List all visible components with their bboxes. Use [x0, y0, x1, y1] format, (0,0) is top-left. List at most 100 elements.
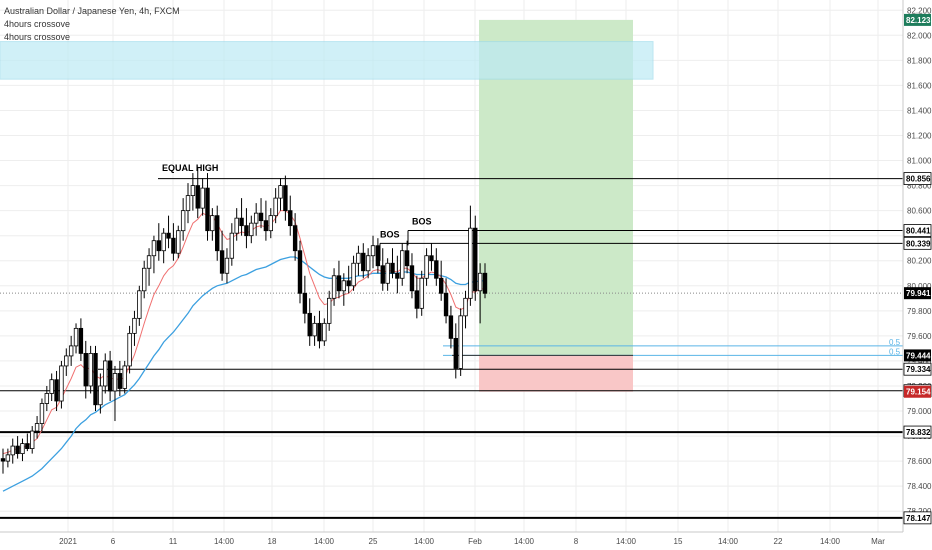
level-price-tag-bg	[904, 224, 931, 237]
annotation-bos: BOS	[412, 217, 432, 227]
candle-up	[59, 365, 64, 402]
candle-up	[463, 297, 468, 317]
candle-up	[190, 185, 196, 197]
candle-up	[268, 215, 273, 232]
candle-up	[356, 252, 361, 264]
candle-up	[327, 297, 332, 324]
candle-down	[244, 225, 249, 237]
level-price-tag-bg	[904, 426, 931, 439]
candle-down	[0, 458, 6, 462]
moving-averages	[2, 210, 486, 492]
fib-label: 0.5	[889, 347, 901, 356]
candle-up	[137, 290, 142, 319]
indicator-label-2[interactable]: 4hours crossove	[4, 32, 71, 42]
candle-down	[448, 315, 454, 339]
fib-label: 0.5	[889, 338, 901, 347]
stop-zone	[479, 355, 633, 392]
indicator-label-1[interactable]: 4hours crossove	[4, 19, 71, 29]
candle-down	[15, 445, 20, 455]
candle-up	[400, 250, 405, 279]
candle-down	[473, 227, 478, 292]
y-tick-label: 82.200	[907, 6, 932, 15]
candle-down	[283, 185, 288, 212]
candle-up	[458, 315, 463, 369]
candle-up	[49, 379, 54, 394]
horizontal-levels[interactable]: 0.50.5	[0, 178, 903, 519]
y-tick-label: 81.600	[907, 81, 932, 90]
y-tick-label: 82.000	[907, 31, 932, 40]
candle-down	[25, 443, 30, 449]
level-price-tag-bg	[904, 172, 931, 185]
y-tick-label: 79.600	[907, 332, 932, 341]
x-tick-label: 11	[169, 537, 178, 546]
candle-down	[258, 212, 264, 222]
candle-up	[424, 255, 429, 279]
target-price-tag-bg	[904, 13, 931, 26]
x-tick-label: 14:00	[314, 537, 335, 546]
x-tick-label: 25	[369, 537, 378, 546]
current-price-tag: 79.941	[906, 289, 931, 298]
candle-up	[385, 262, 390, 284]
y-tick-label: 80.600	[907, 207, 932, 216]
x-tick-label: 14:00	[214, 537, 235, 546]
level-tag-border	[903, 362, 932, 376]
time-axis[interactable]: 2021 6 11 14:00 18 14:00 25 14:00 Feb 14:00 8 14:00…	[0, 531, 903, 546]
candle-down	[219, 250, 225, 274]
candle-up	[151, 240, 157, 257]
candle-up	[278, 185, 283, 199]
level-price-tag: 80.441	[906, 227, 931, 236]
candle-down	[107, 360, 113, 392]
candle-up	[68, 345, 74, 357]
candle-up	[5, 454, 11, 462]
x-tick-label: Feb	[468, 537, 482, 546]
candle-up	[331, 275, 337, 299]
x-tick-label: 14:00	[820, 537, 841, 546]
level-price-tag-bg	[904, 511, 931, 524]
candle-down	[443, 292, 449, 317]
candle-down	[414, 290, 420, 309]
x-tick-label: 15	[674, 537, 683, 546]
candle-up	[210, 215, 215, 232]
candle-up	[180, 210, 186, 232]
candle-down	[297, 250, 303, 294]
y-tick-label: 79.000	[907, 407, 932, 416]
candle-up	[322, 322, 327, 342]
candle-up	[141, 267, 147, 292]
candle-down	[54, 379, 59, 402]
candle-down	[292, 225, 298, 252]
y-tick-label: 80.000	[907, 282, 932, 291]
candle-down	[434, 260, 439, 279]
candle-down	[171, 237, 176, 254]
y-tick-label: 81.800	[907, 56, 932, 65]
candle-up	[341, 280, 347, 292]
x-tick-label: 6	[111, 537, 116, 546]
y-tick-label: 81.000	[907, 157, 932, 166]
y-tick-label: 80.800	[907, 182, 932, 191]
supply-zone	[0, 41, 654, 80]
x-tick-label: 14:00	[414, 537, 435, 546]
candle-down	[302, 292, 308, 314]
y-tick-label: 81.400	[907, 106, 932, 115]
candle-down	[166, 232, 171, 239]
x-tick-label: 14:00	[718, 537, 739, 546]
x-tick-label: 2021	[59, 537, 77, 546]
level-price-tag-bg	[904, 237, 931, 250]
candle-down	[288, 210, 293, 227]
candle-down	[482, 272, 488, 294]
candle-up	[468, 227, 473, 299]
level-tag-border	[903, 425, 932, 439]
chart-grid	[0, 0, 903, 532]
candle-up	[73, 327, 79, 347]
annotation-equal-high: EQUAL HIGH	[162, 163, 218, 173]
candle-up	[351, 262, 356, 287]
stop-price-tag-bg	[904, 385, 931, 398]
level-price-tag: 78.832	[906, 428, 931, 437]
level-price-tag-bg	[904, 363, 931, 376]
candle-down	[205, 187, 210, 232]
candle-up	[253, 212, 259, 224]
y-tick-label: 78.600	[907, 457, 932, 466]
price-axis[interactable]: 78.20078.40078.60078.80079.00079.20079.4…	[902, 0, 932, 532]
x-tick-label: 8	[574, 537, 579, 546]
candle-down	[361, 252, 366, 272]
